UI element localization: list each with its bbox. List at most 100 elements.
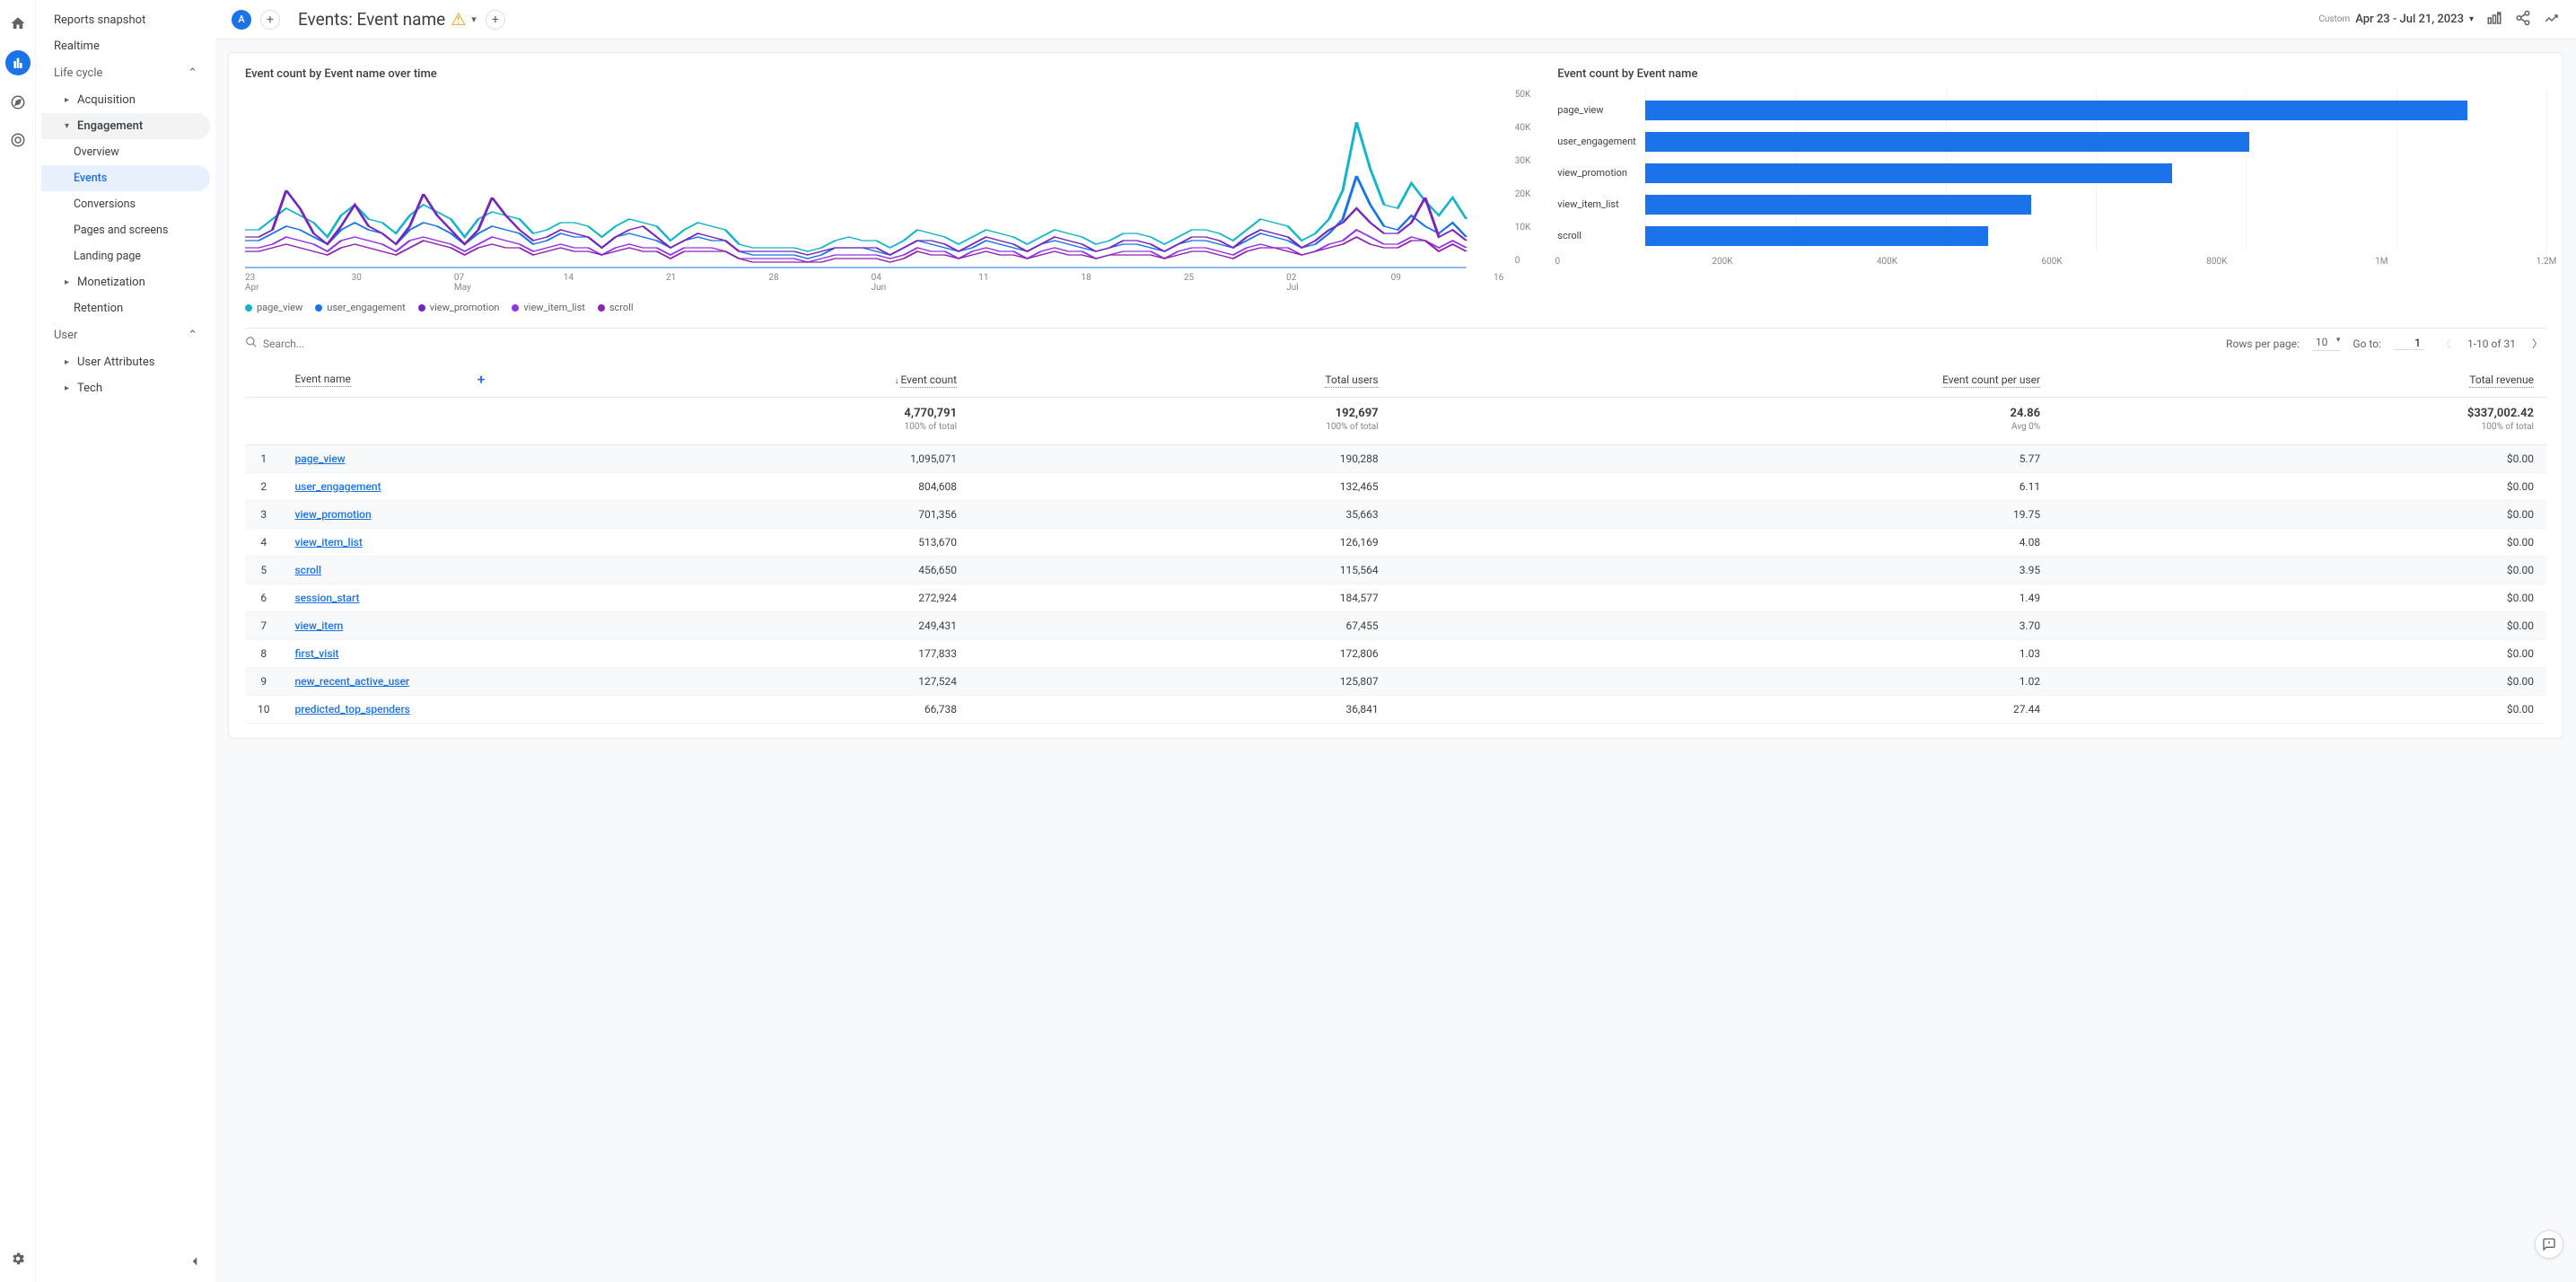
caret-right-icon: ▸	[65, 383, 72, 393]
sidebar-item-label: Monetization	[77, 276, 145, 289]
page-info: 1-10 of 31	[2467, 338, 2516, 350]
bar-row: view_item_list	[1557, 193, 2546, 216]
events-table: Event name + ↓Event count Total users Ev…	[245, 362, 2546, 724]
legend-item[interactable]: scroll	[598, 302, 634, 313]
column-header-name[interactable]: Event name	[295, 373, 351, 387]
event-link[interactable]: predicted_top_spenders	[295, 703, 410, 716]
sidebar-item-monetization[interactable]: ▸Monetization	[41, 269, 210, 295]
column-header-total-users[interactable]: Total users	[969, 362, 1391, 398]
sidebar-item-engagement[interactable]: ▾ Engagement	[41, 113, 210, 139]
caret-right-icon: ▸	[65, 357, 72, 367]
sidebar-item-events[interactable]: Events	[41, 165, 210, 191]
table-row: 4view_item_list513,670126,1694.08$0.00	[245, 529, 2546, 557]
add-column-button[interactable]: +	[478, 371, 486, 388]
table-row: 3view_promotion701,35635,66319.75$0.00	[245, 501, 2546, 529]
bar-row: view_promotion	[1557, 162, 2546, 185]
add-dimension-button[interactable]: +	[486, 10, 505, 30]
table-row: 6session_start272,924184,5771.49$0.00	[245, 584, 2546, 612]
main: A + Events: Event name ⚠ ▾ + Custom Apr …	[215, 0, 2576, 1282]
sidebar-section-label: Life cycle	[54, 66, 102, 80]
share-icon[interactable]	[2515, 10, 2531, 30]
column-header-event-count[interactable]: ↓Event count	[498, 362, 970, 398]
caret-right-icon: ▸	[65, 95, 72, 105]
legend-item[interactable]: user_engagement	[315, 302, 406, 313]
table-row: 10predicted_top_spenders66,73836,84127.4…	[245, 696, 2546, 724]
event-link[interactable]: view_item	[295, 619, 344, 632]
sidebar-item-reports-snapshot[interactable]: Reports snapshot	[41, 7, 210, 33]
sidebar-item-pages-screens[interactable]: Pages and screens	[41, 217, 210, 243]
sidebar-section-label: User	[54, 329, 77, 342]
search-box	[245, 336, 2217, 351]
sidebar-item-label: Tech	[77, 382, 102, 395]
sidebar-section-life-cycle[interactable]: Life cycle⌃	[41, 59, 210, 87]
date-range-custom-label: Custom	[2318, 14, 2350, 24]
sidebar-item-overview[interactable]: Overview	[41, 139, 210, 165]
prev-page-button[interactable]: 〈	[2437, 336, 2455, 351]
warning-icon[interactable]: ⚠	[451, 9, 466, 30]
goto-label: Go to:	[2353, 338, 2381, 350]
total-revenue: $337,002.42	[2065, 407, 2534, 420]
table-row: 7view_item249,43167,4553.70$0.00	[245, 612, 2546, 640]
next-page-button[interactable]: 〉	[2528, 336, 2546, 351]
event-link[interactable]: user_engagement	[295, 480, 381, 493]
caret-down-icon: ▾	[65, 121, 72, 131]
sidebar-item-label: Engagement	[77, 119, 143, 133]
legend-item[interactable]: view_item_list	[512, 302, 584, 313]
sidebar-item-retention[interactable]: Retention	[41, 295, 210, 321]
sidebar-item-label: Acquisition	[77, 93, 136, 107]
date-range-picker[interactable]: Custom Apr 23 - Jul 21, 2023 ▾	[2318, 13, 2474, 26]
chevron-down-icon[interactable]: ▾	[471, 13, 477, 25]
event-link[interactable]: page_view	[295, 452, 346, 465]
table-row: 2user_engagement804,608132,4656.11$0.00	[245, 473, 2546, 501]
table-row: 1page_view1,095,071190,2885.77$0.00	[245, 445, 2546, 473]
sidebar-item-user-attributes[interactable]: ▸ User Attributes	[41, 349, 210, 375]
legend-item[interactable]: view_promotion	[418, 302, 500, 313]
sidebar-item-acquisition[interactable]: ▸ Acquisition	[41, 87, 210, 113]
bar-row: scroll	[1557, 224, 2546, 248]
bar-chart: page_view user_engagement view_promotionvi…	[1557, 90, 2546, 251]
rows-per-page-select[interactable]: 10 ▾	[2312, 336, 2341, 351]
event-link[interactable]: view_promotion	[295, 508, 372, 521]
sort-desc-icon: ↓	[894, 376, 898, 386]
sidebar-item-landing-page[interactable]: Landing page	[41, 243, 210, 269]
home-icon[interactable]	[7, 13, 29, 34]
sidebar-item-tech[interactable]: ▸ Tech	[41, 375, 210, 401]
legend-item[interactable]: page_view	[245, 302, 302, 313]
column-header-per-user[interactable]: Event count per user	[1391, 362, 2053, 398]
segment-chip[interactable]: A	[232, 10, 251, 30]
explore-icon[interactable]	[7, 92, 29, 113]
date-range-text: Apr 23 - Jul 21, 2023	[2355, 13, 2464, 26]
chevron-up-icon: ⌃	[188, 329, 197, 342]
nav-rail	[0, 0, 36, 1282]
table-row: 8first_visit177,833172,8061.03$0.00	[245, 640, 2546, 668]
page-header: A + Events: Event name ⚠ ▾ + Custom Apr …	[215, 0, 2576, 40]
bar-row: page_view	[1557, 99, 2546, 122]
collapse-sidebar-icon[interactable]	[187, 1253, 203, 1273]
customize-report-icon[interactable]	[2486, 10, 2502, 30]
line-chart-title: Event count by Event name over time	[245, 67, 1530, 81]
reports-icon[interactable]	[5, 50, 31, 75]
table-controls: Rows per page: 10 ▾ Go to: 〈 1-10 of 31 …	[245, 328, 2546, 362]
table-row: 5scroll456,650115,5643.95$0.00	[245, 557, 2546, 584]
advertising-icon[interactable]	[7, 129, 29, 151]
sidebar-section-user[interactable]: User ⌃	[41, 321, 210, 349]
page-title-text: Events: Event name	[298, 9, 445, 30]
column-header-revenue[interactable]: Total revenue	[2053, 362, 2546, 398]
chevron-down-icon: ▾	[2469, 14, 2474, 24]
event-link[interactable]: first_visit	[295, 647, 339, 660]
event-link[interactable]: session_start	[295, 592, 360, 604]
event-link[interactable]: view_item_list	[295, 536, 363, 549]
event-link[interactable]: scroll	[295, 564, 321, 576]
insights-icon[interactable]	[2544, 10, 2560, 30]
admin-gear-icon[interactable]	[7, 1248, 29, 1269]
search-input[interactable]	[263, 338, 442, 350]
event-link[interactable]: new_recent_active_user	[295, 675, 410, 688]
sidebar-item-conversions[interactable]: Conversions	[41, 191, 210, 217]
feedback-button[interactable]	[2535, 1230, 2563, 1259]
sidebar-item-label: User Attributes	[77, 356, 154, 369]
sidebar-item-realtime[interactable]: Realtime	[41, 33, 210, 59]
total-users: 192,697	[982, 407, 1379, 420]
goto-input[interactable]	[2394, 337, 2424, 350]
add-segment-button[interactable]: +	[260, 10, 280, 30]
bar-row: user_engagement	[1557, 130, 2546, 154]
